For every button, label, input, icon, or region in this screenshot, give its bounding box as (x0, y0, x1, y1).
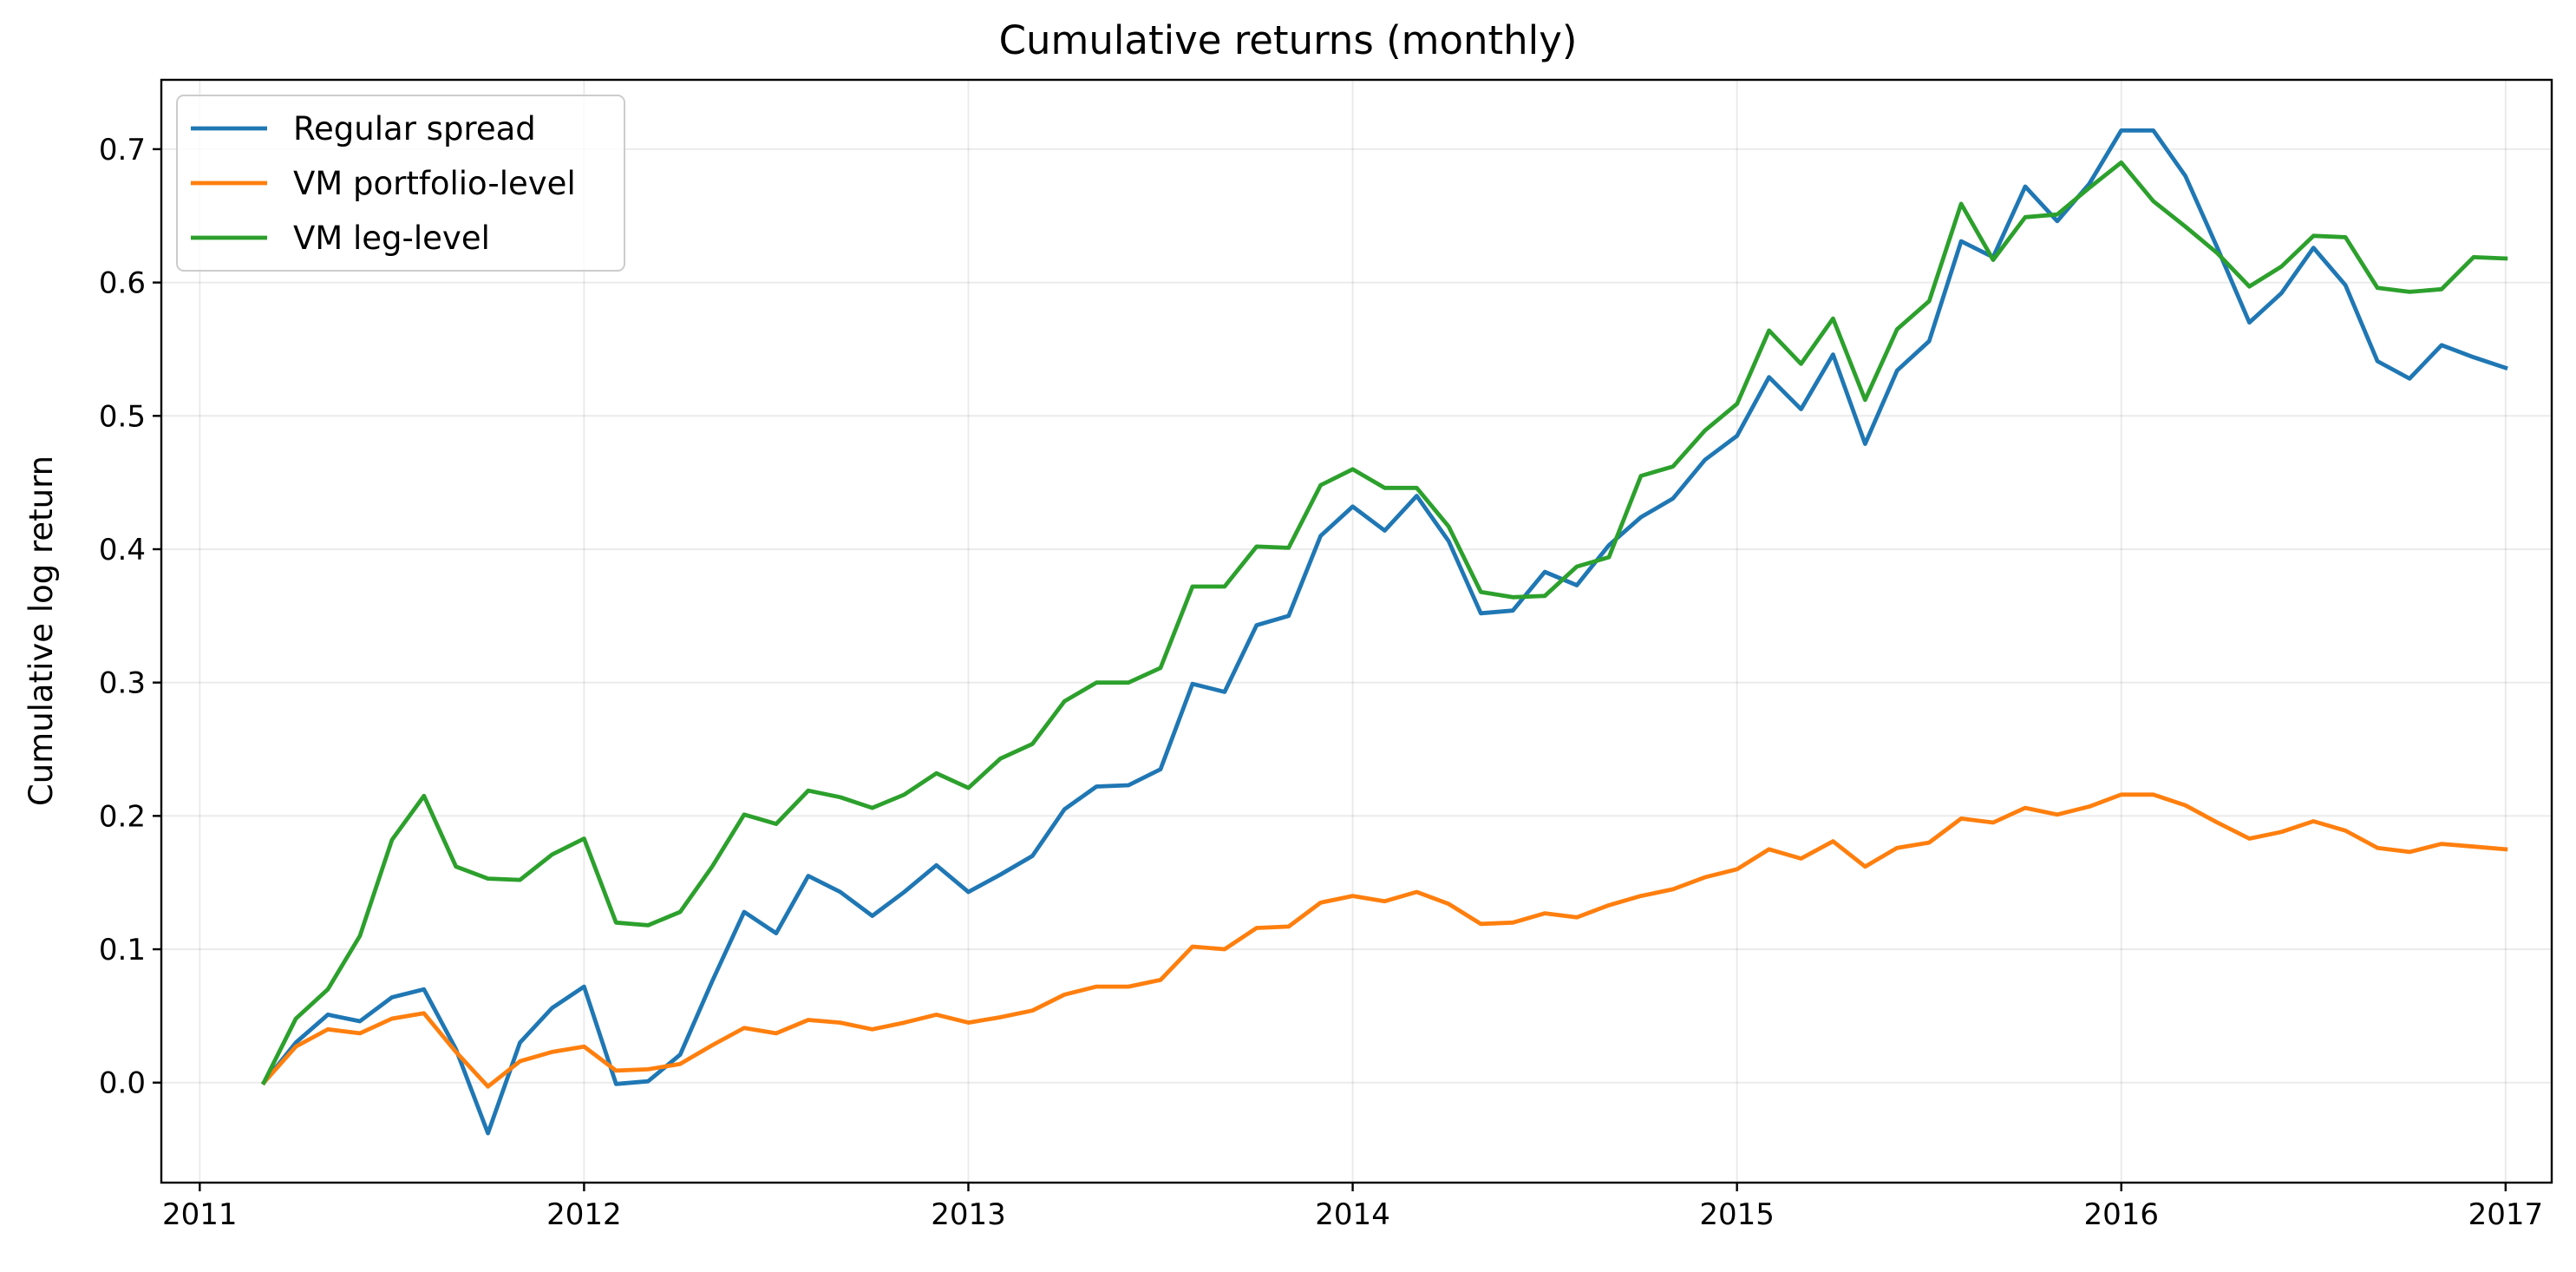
legend-box (176, 95, 625, 272)
y-tick-label: 0.2 (99, 799, 146, 834)
legend-label: Regular spread (293, 110, 536, 148)
x-tick-label: 2015 (1699, 1197, 1775, 1232)
y-axis-label: Cumulative log return (23, 456, 60, 806)
y-tick-label: 0.4 (99, 533, 146, 567)
series-line-1 (260, 128, 2508, 1136)
y-axis-ticks: 0.0 0.1 0.2 0.3 0.4 0.5 0.6 0.7 (99, 133, 161, 1101)
x-tick-label: 2012 (546, 1197, 622, 1232)
x-tick-label: 2017 (2468, 1197, 2544, 1232)
plot-frame (160, 78, 2553, 1184)
x-tick-label: 2016 (2083, 1197, 2159, 1232)
x-axis-ticks: 2011 2012 2013 2014 2015 2016 2017 (162, 1183, 2543, 1232)
series-line-3 (260, 160, 2508, 1085)
y-tick-label: 0.1 (99, 933, 146, 967)
grid-lines (161, 80, 2552, 1183)
y-tick-label: 0.7 (99, 133, 146, 167)
y-tick-label: 0.5 (99, 399, 146, 434)
y-tick-label: 0.6 (99, 266, 146, 301)
chart-title: Cumulative returns (monthly) (999, 17, 1578, 63)
x-tick-label: 2011 (162, 1197, 238, 1232)
y-tick-label: 0.0 (99, 1066, 146, 1101)
legend-label: VM portfolio-level (293, 165, 576, 202)
legend-label: VM leg-level (293, 220, 490, 257)
x-tick-label: 2013 (931, 1197, 1006, 1232)
legend: Regular spread VM portfolio-level VM leg-l… (176, 95, 625, 272)
series-line-2 (260, 792, 2508, 1089)
y-tick-label: 0.3 (99, 666, 146, 701)
x-tick-label: 2014 (1315, 1197, 1390, 1232)
data-series (260, 128, 2508, 1136)
